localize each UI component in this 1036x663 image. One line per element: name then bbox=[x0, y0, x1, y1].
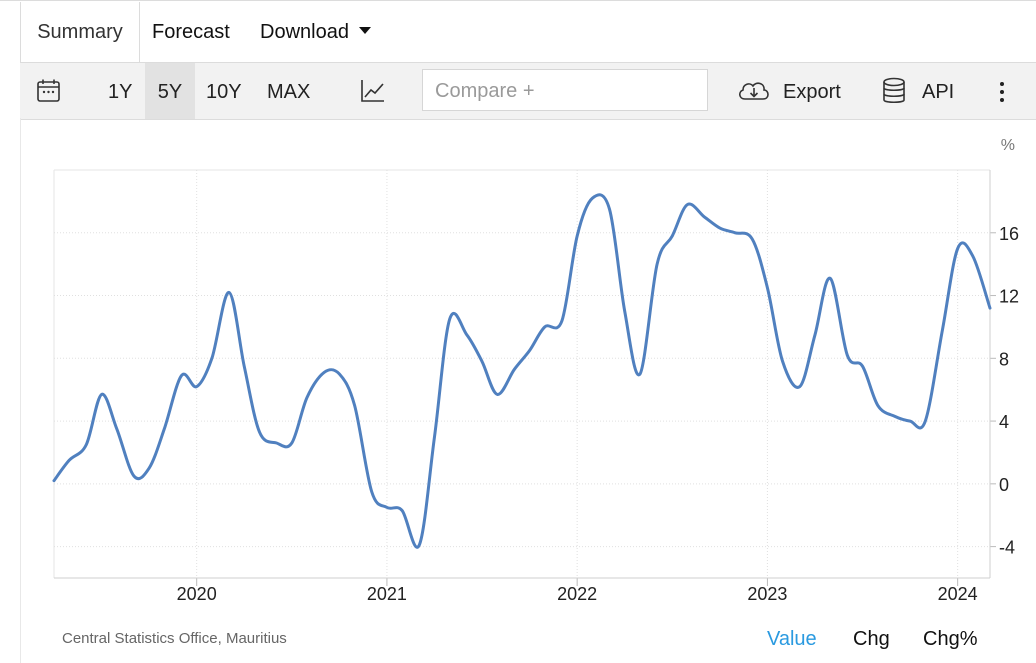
calendar-icon[interactable] bbox=[36, 63, 64, 119]
chart-toolbar: 1Y 5Y 10Y MAX Compare + Export API bbox=[20, 62, 1036, 120]
chevron-down-icon bbox=[358, 27, 371, 35]
panel-border bbox=[20, 118, 21, 663]
tab-download[interactable]: Download bbox=[260, 2, 371, 62]
y-tick-label: 8 bbox=[999, 349, 1009, 369]
x-tick-label: 2024 bbox=[938, 584, 978, 604]
series-line bbox=[52, 193, 992, 549]
range-1y-button[interactable]: 1Y bbox=[108, 81, 133, 103]
tab-forecast[interactable]: Forecast bbox=[152, 21, 230, 43]
tab-summary[interactable]: Summary bbox=[20, 2, 140, 62]
y-unit-label: % bbox=[1001, 137, 1015, 154]
y-tick-label: 0 bbox=[999, 475, 1009, 495]
cloud-download-icon[interactable] bbox=[736, 63, 772, 119]
compare-input[interactable]: Compare + bbox=[422, 69, 708, 111]
tab-bar: Summary Forecast Download bbox=[0, 0, 1036, 63]
chg-percent-mode-button[interactable]: Chg% bbox=[923, 628, 978, 650]
x-tick-label: 2022 bbox=[557, 584, 597, 604]
x-tick-label: 2021 bbox=[367, 584, 407, 604]
chart-axes: 16 12 8 4 0 -4 2020 2021 2022 2023 2024 bbox=[54, 170, 1019, 604]
x-tick-label: 2023 bbox=[747, 584, 787, 604]
value-mode-button[interactable]: Value bbox=[767, 628, 817, 650]
export-button[interactable]: Export bbox=[783, 81, 841, 103]
source-label: Central Statistics Office, Mauritius bbox=[62, 630, 287, 647]
x-tick-label: 2020 bbox=[177, 584, 217, 604]
y-tick-label: 4 bbox=[999, 412, 1009, 432]
vertical-dots-icon[interactable] bbox=[998, 63, 1008, 119]
api-button[interactable]: API bbox=[922, 81, 955, 103]
y-tick-label: -4 bbox=[999, 538, 1015, 558]
chg-mode-button[interactable]: Chg bbox=[853, 628, 890, 650]
range-5y-button[interactable]: 5Y bbox=[145, 63, 195, 119]
range-10y-button[interactable]: 10Y bbox=[206, 81, 242, 103]
y-tick-label: 16 bbox=[999, 224, 1019, 244]
chart-grid bbox=[53, 169, 990, 578]
y-tick-label: 12 bbox=[999, 287, 1019, 307]
tab-download-label: Download bbox=[260, 21, 349, 43]
range-max-button[interactable]: MAX bbox=[267, 81, 311, 103]
line-chart-icon[interactable] bbox=[360, 63, 388, 119]
database-icon[interactable] bbox=[882, 63, 908, 119]
